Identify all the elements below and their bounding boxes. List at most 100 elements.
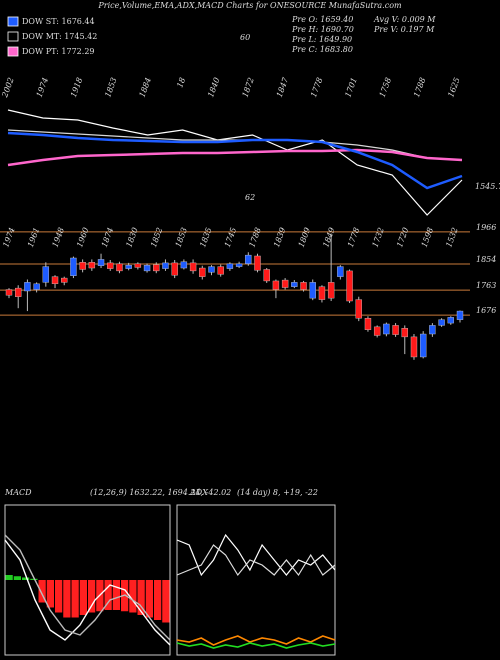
top-label: 1701 bbox=[343, 76, 358, 98]
top-label: 1840 bbox=[206, 76, 221, 98]
series-line bbox=[4, 539, 171, 646]
legend-label: DOW ST: 1676.44 bbox=[22, 17, 95, 26]
top-label: 18 bbox=[175, 76, 187, 89]
histogram-bar bbox=[71, 580, 79, 618]
candle-body bbox=[235, 263, 243, 267]
candle-body bbox=[346, 270, 353, 302]
candle-body bbox=[171, 262, 178, 276]
top-label: 1884 bbox=[138, 76, 153, 98]
top-label: 1874 bbox=[100, 226, 115, 248]
panel-label: MACD bbox=[4, 488, 32, 497]
top-label: 1788 bbox=[247, 226, 262, 248]
histogram-bar bbox=[5, 575, 13, 580]
top-label: 1835 bbox=[198, 226, 213, 248]
top-label: 1960 bbox=[75, 226, 90, 248]
candle-body bbox=[70, 257, 77, 276]
top-label: 1778 bbox=[309, 76, 324, 98]
candle-body bbox=[401, 328, 408, 338]
top-label: 1745 bbox=[223, 226, 238, 248]
panel-label: ADX bbox=[189, 488, 208, 497]
top-label: 1532 bbox=[444, 226, 459, 248]
candle-body bbox=[24, 282, 31, 292]
annotation: 60 bbox=[240, 33, 250, 42]
top-label: 1758 bbox=[378, 76, 393, 98]
histogram-bar bbox=[104, 580, 112, 610]
candle-body bbox=[309, 282, 316, 299]
top-label: 1872 bbox=[240, 76, 255, 98]
legend-swatch bbox=[7, 31, 19, 42]
candle-body bbox=[245, 254, 252, 264]
candle-body bbox=[438, 319, 445, 326]
candle-body bbox=[5, 289, 13, 296]
candle-body bbox=[300, 282, 307, 290]
series-line bbox=[7, 109, 463, 216]
legend-label: DOW PT: 1772.29 bbox=[22, 47, 95, 56]
candle-body bbox=[162, 262, 169, 269]
candle-body bbox=[318, 286, 326, 300]
candle-body bbox=[217, 266, 224, 275]
top-label: 1948 bbox=[51, 226, 66, 248]
series-line bbox=[7, 131, 463, 190]
top-label: 1788 bbox=[412, 76, 427, 98]
top-label: 1809 bbox=[297, 226, 312, 248]
chart-title: Price,Volume,EMA,ADX,MACD Charts for ONE… bbox=[97, 1, 402, 10]
y-tick-label: 1854 bbox=[476, 255, 496, 264]
candle-body bbox=[189, 262, 197, 272]
histogram-bar bbox=[38, 580, 46, 603]
series-line bbox=[176, 642, 336, 649]
top-label: 1849 bbox=[321, 226, 336, 248]
top-label: 1852 bbox=[149, 226, 164, 248]
top-label: 1918 bbox=[69, 76, 84, 98]
info-text: Avg V: 0.009 M bbox=[373, 15, 436, 24]
candle-body bbox=[125, 264, 132, 269]
candle-body bbox=[373, 326, 381, 336]
candle-body bbox=[364, 318, 372, 330]
histogram-bar bbox=[145, 580, 153, 618]
panel-frame bbox=[176, 504, 336, 656]
candle-body bbox=[447, 317, 454, 324]
series-line bbox=[7, 148, 463, 167]
histogram-bar bbox=[129, 580, 137, 613]
histogram-bar bbox=[162, 580, 170, 623]
candle-body bbox=[291, 282, 298, 287]
candle-body bbox=[33, 283, 40, 290]
candle-body bbox=[419, 333, 427, 358]
candle-body bbox=[51, 276, 59, 285]
series-line bbox=[4, 534, 171, 641]
candle-body bbox=[254, 255, 261, 271]
info-text: Pre L: 1649.90 bbox=[291, 35, 352, 44]
legend-swatch bbox=[7, 46, 19, 57]
y-tick-label: 1763 bbox=[476, 281, 496, 290]
top-label: 1720 bbox=[395, 226, 410, 248]
candle-body bbox=[263, 269, 270, 282]
candle-body bbox=[88, 262, 96, 269]
legend-label: DOW MT: 1745.42 bbox=[22, 32, 97, 41]
top-label: 1839 bbox=[272, 226, 287, 248]
histogram-bar bbox=[46, 580, 54, 608]
candle-body bbox=[42, 266, 50, 283]
top-label: 1853 bbox=[103, 76, 118, 98]
histogram-bar bbox=[88, 580, 96, 613]
candle-body bbox=[337, 266, 344, 277]
top-label: 1778 bbox=[346, 226, 361, 248]
top-label: 1974 bbox=[35, 76, 50, 98]
histogram-bar bbox=[13, 576, 21, 580]
candle-body bbox=[392, 325, 399, 335]
annotation: 62 bbox=[245, 193, 255, 202]
candle-body bbox=[15, 287, 22, 297]
candle-body bbox=[410, 336, 418, 358]
candle-body bbox=[134, 263, 142, 268]
panel-params: (12,26,9) 1632.22, 1694.24, -42.02 bbox=[90, 488, 231, 497]
candle-body bbox=[327, 282, 335, 299]
candle-body bbox=[383, 323, 390, 335]
candle-body bbox=[107, 262, 114, 269]
top-label: 1847 bbox=[275, 75, 291, 98]
histogram-bar bbox=[22, 577, 30, 580]
candle-body bbox=[97, 259, 105, 266]
histogram-bar bbox=[63, 580, 71, 618]
top-label: 1961 bbox=[26, 226, 41, 248]
candle-body bbox=[143, 264, 151, 272]
info-text: Pre V: 0.197 M bbox=[373, 25, 435, 34]
